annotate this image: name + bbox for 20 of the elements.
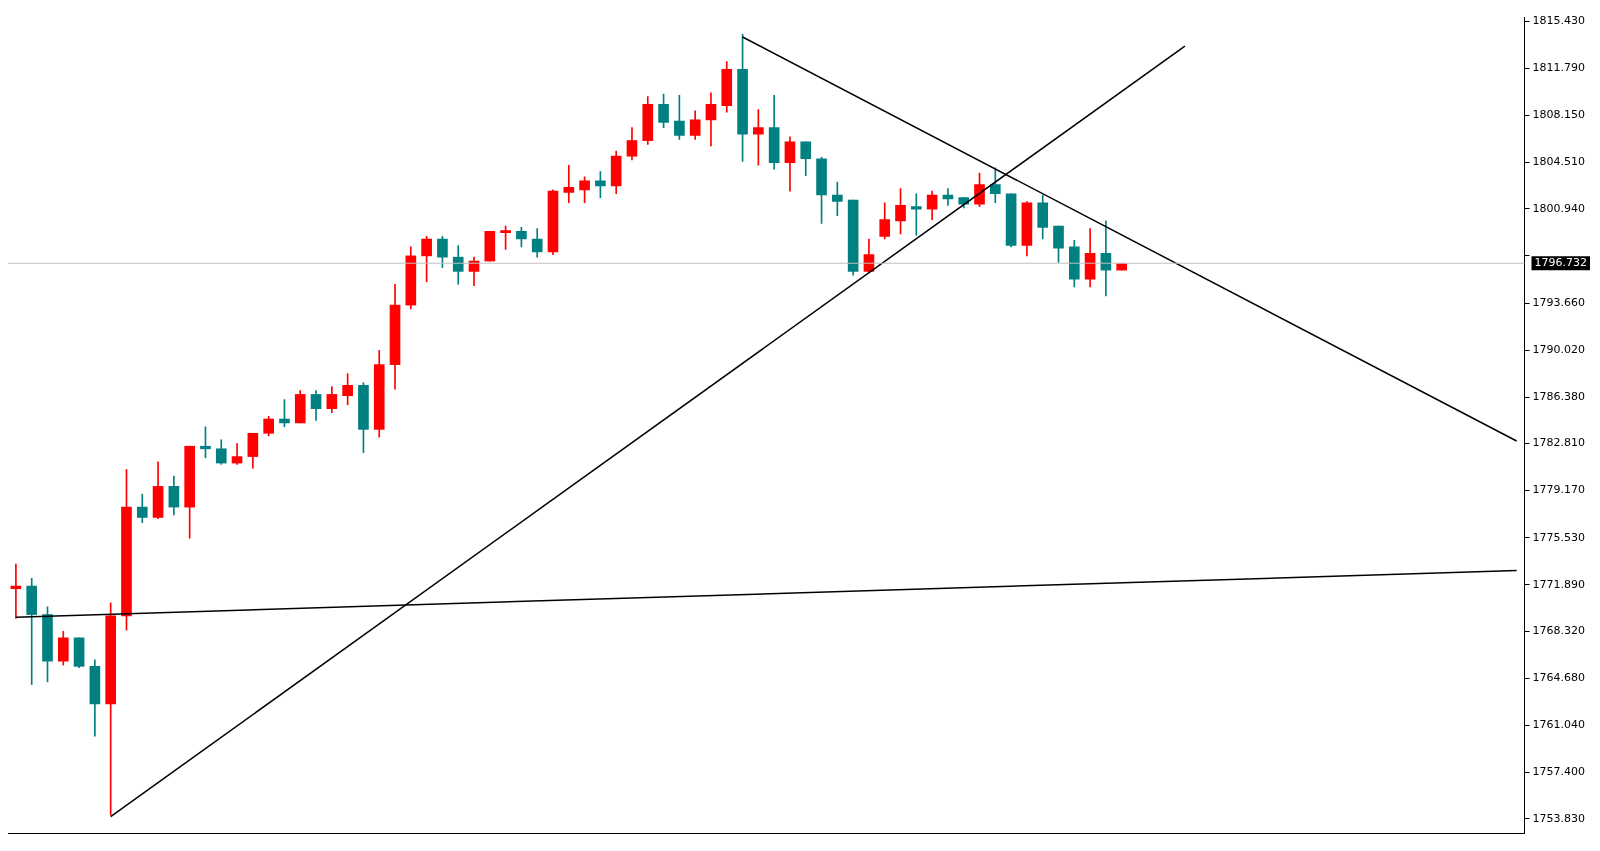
y-tick-label: 1804.510 <box>1532 155 1586 169</box>
y-tick-label: 1779.170 <box>1532 483 1586 497</box>
y-tick-label: 1786.380 <box>1532 390 1586 404</box>
y-tick-label: 1815.430 <box>1532 13 1586 27</box>
y-tick-label: 1771.890 <box>1532 577 1586 591</box>
ref-line-label: 1796.732 <box>1534 256 1588 270</box>
y-tick-label: 1782.810 <box>1532 436 1586 450</box>
y-tick-label: 1793.660 <box>1532 295 1586 309</box>
y-tick-label: 1808.150 <box>1532 108 1586 122</box>
y-tick-label: 1757.400 <box>1532 765 1586 779</box>
y-tick-label: 1768.320 <box>1532 623 1586 637</box>
y-tick-label: 1764.680 <box>1532 671 1586 685</box>
candlestick <box>911 193 922 236</box>
y-tick-label: 1811.790 <box>1532 61 1586 75</box>
y-tick-label: 1761.040 <box>1532 718 1586 732</box>
y-tick-label: 1790.020 <box>1532 342 1586 356</box>
y-tick-label: 1775.530 <box>1532 530 1586 544</box>
y-tick-label: 1753.830 <box>1532 811 1586 825</box>
y-tick-label: 1800.940 <box>1532 201 1586 215</box>
candlestick <box>563 164 575 204</box>
